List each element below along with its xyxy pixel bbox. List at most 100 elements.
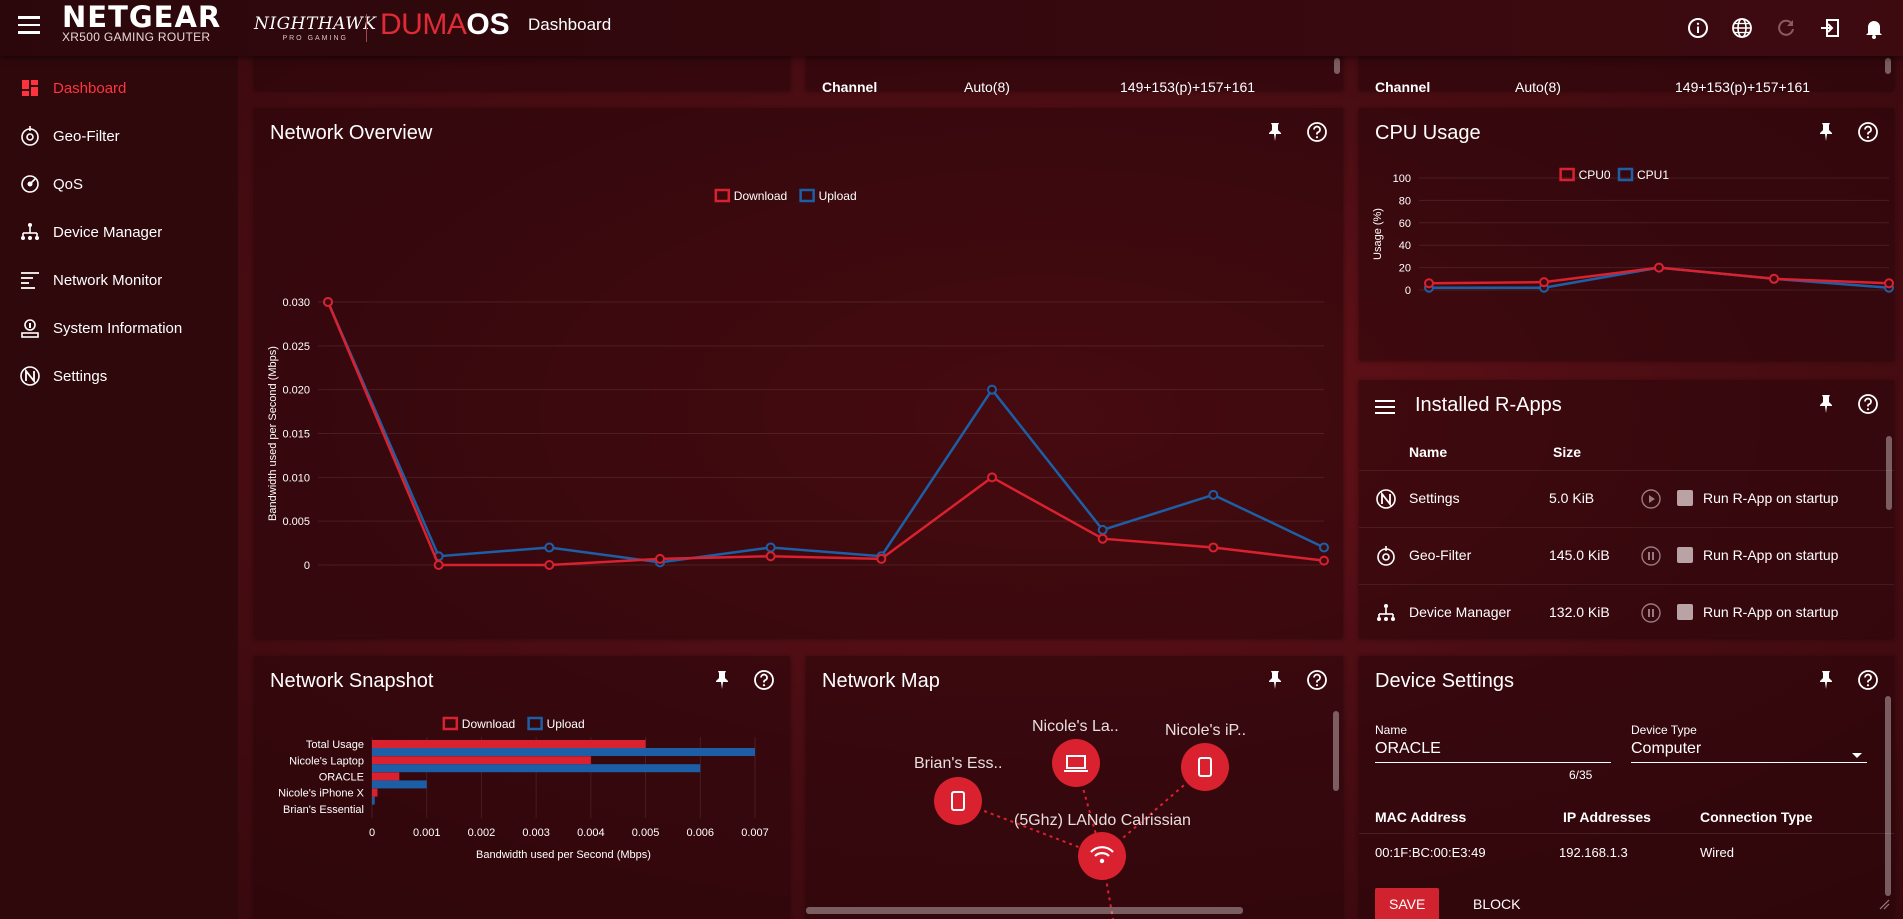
- sidebar-item-label: Settings: [53, 367, 108, 385]
- rapp-name: Settings: [1409, 490, 1460, 506]
- y-tick-label: 0.010: [282, 472, 310, 484]
- sidebar-item-qos[interactable]: QoS: [0, 164, 238, 204]
- map-node-nicoles-laptop[interactable]: [1052, 739, 1100, 787]
- name-field-label: Name: [1375, 723, 1408, 737]
- legend-label: CPU0: [1579, 168, 1611, 182]
- info-icon[interactable]: [1683, 13, 1713, 43]
- sidebar-item-dashboard[interactable]: Dashboard: [0, 68, 238, 108]
- help-icon[interactable]: [1856, 120, 1880, 144]
- help-icon[interactable]: [752, 668, 776, 692]
- sidebar-item-geo-filter[interactable]: Geo-Filter: [0, 116, 238, 156]
- rapp-size: 132.0 KiB: [1549, 604, 1610, 620]
- bar-upload: [372, 796, 375, 805]
- save-button[interactable]: SAVE: [1375, 888, 1440, 919]
- help-icon[interactable]: [1856, 392, 1880, 416]
- wifi-channel-mode: Auto(8): [964, 79, 1010, 95]
- help-icon[interactable]: [1856, 668, 1880, 692]
- x-tick-label: 0.002: [468, 827, 496, 839]
- legend-label: Upload: [547, 717, 585, 731]
- startup-checkbox[interactable]: [1677, 547, 1693, 563]
- legend-label: CPU1: [1637, 168, 1669, 182]
- table-row: Device Manager 132.0 KiB Run R-App on st…: [1359, 584, 1894, 638]
- pin-icon[interactable]: [710, 668, 734, 692]
- y-tick-label: 0: [1405, 285, 1411, 297]
- router-model: XR500 GAMING ROUTER: [62, 30, 211, 44]
- pin-icon[interactable]: [1263, 120, 1287, 144]
- nighthawk-logo: NIGHTHAWK PRO GAMING: [254, 14, 376, 42]
- map-node-brians-essential[interactable]: [934, 777, 982, 825]
- block-button[interactable]: BLOCK: [1473, 896, 1521, 912]
- startup-checkbox[interactable]: [1677, 604, 1693, 620]
- pin-icon[interactable]: [1814, 392, 1838, 416]
- y-tick-label: 40: [1399, 240, 1411, 252]
- pause-icon[interactable]: [1641, 603, 1661, 623]
- play-icon[interactable]: [1641, 489, 1661, 509]
- sidebar-item-system-information[interactable]: System Information: [0, 308, 238, 348]
- data-point: [323, 297, 333, 307]
- x-tick-label: 0.001: [413, 827, 441, 839]
- y-tick-label: 0.020: [282, 385, 310, 397]
- menu-icon[interactable]: [18, 16, 40, 36]
- network-snapshot-chart: 0 0.001 0.002 0.003 0.004 0.005 0.006 0.007 Band…: [278, 716, 769, 861]
- map-node-wifi[interactable]: [1078, 832, 1126, 880]
- pause-icon[interactable]: [1641, 546, 1661, 566]
- laptop-icon: [1066, 755, 1086, 769]
- startup-checkbox[interactable]: [1677, 490, 1693, 506]
- data-point: [544, 560, 555, 570]
- map-node-label: (5Ghz) LANdo Calrissian: [1014, 812, 1191, 829]
- y-tick-label: 0: [304, 560, 310, 572]
- legend-swatch: [799, 188, 815, 203]
- sidebar-item-network-monitor[interactable]: Network Monitor: [0, 260, 238, 300]
- resize-handle-icon[interactable]: [1878, 897, 1890, 915]
- wifi-card-partial-left: Channel Auto(8) 149+153(p)+157+161: [806, 56, 1343, 95]
- sidebar-item-label: QoS: [53, 175, 84, 193]
- wifi-channel-list: 149+153(p)+157+161: [1120, 79, 1256, 95]
- column-header-name: Name: [1409, 444, 1448, 460]
- x-tick-label: 0: [369, 827, 375, 839]
- network-monitor-icon: [17, 267, 43, 293]
- pin-icon[interactable]: [1814, 120, 1838, 144]
- data-point: [544, 542, 555, 553]
- category-label: Total Usage: [306, 739, 364, 751]
- y-axis-label: Bandwidth used per Second (Mbps): [267, 346, 279, 521]
- pin-icon[interactable]: [1814, 668, 1838, 692]
- card-title: CPU Usage: [1375, 122, 1481, 144]
- device-type-select[interactable]: Computer: [1631, 740, 1702, 757]
- scrollbar-horizontal[interactable]: [806, 907, 1243, 914]
- list-icon[interactable]: [1375, 399, 1395, 415]
- scrollbar[interactable]: [1334, 58, 1340, 74]
- scrollbar[interactable]: [1885, 696, 1891, 896]
- legend-swatch: [714, 188, 731, 203]
- mac-address-value: 00:1F:BC:00:E3:49: [1375, 845, 1486, 860]
- y-axis-label: Usage (%): [1372, 208, 1384, 260]
- ip-address-header: IP Addresses: [1563, 809, 1651, 825]
- help-icon[interactable]: [1305, 668, 1329, 692]
- scrollbar[interactable]: [1333, 711, 1339, 791]
- network-overview-chart: 0.030 0.025 0.020 0.015 0.010 0.005 0 Bandwidth…: [267, 188, 1329, 572]
- globe-icon[interactable]: [1727, 13, 1757, 43]
- card-title: Network Map: [822, 670, 940, 692]
- map-node-nicoles-iphone[interactable]: [1181, 743, 1229, 791]
- legend-swatch: [442, 716, 459, 731]
- bell-icon[interactable]: [1859, 13, 1889, 43]
- data-point: [1097, 533, 1108, 544]
- logout-icon[interactable]: [1815, 13, 1845, 43]
- cpu-usage-card: CPU Usage 100 80 60 40 20 0 Usage (%) CPU0 CPU1: [1359, 108, 1894, 360]
- y-tick-label: 60: [1399, 218, 1411, 230]
- refresh-icon[interactable]: [1771, 13, 1801, 43]
- pin-icon[interactable]: [1263, 668, 1287, 692]
- data-point: [1319, 555, 1329, 566]
- sidebar-item-device-manager[interactable]: Device Manager: [0, 212, 238, 252]
- scrollbar[interactable]: [1886, 436, 1892, 510]
- wifi-channel-mode: Auto(8): [1515, 79, 1561, 95]
- help-icon[interactable]: [1305, 120, 1329, 144]
- sidebar-item-settings[interactable]: Settings: [0, 356, 238, 396]
- device-manager-icon: [17, 219, 43, 245]
- y-tick-label: 80: [1399, 195, 1411, 207]
- startup-label: Run R-App on startup: [1703, 490, 1839, 506]
- category-label: ORACLE: [319, 772, 364, 784]
- bar-upload: [372, 780, 427, 789]
- scrollbar[interactable]: [1885, 58, 1891, 74]
- chevron-down-icon[interactable]: [1851, 747, 1863, 765]
- name-field[interactable]: ORACLE: [1375, 740, 1441, 757]
